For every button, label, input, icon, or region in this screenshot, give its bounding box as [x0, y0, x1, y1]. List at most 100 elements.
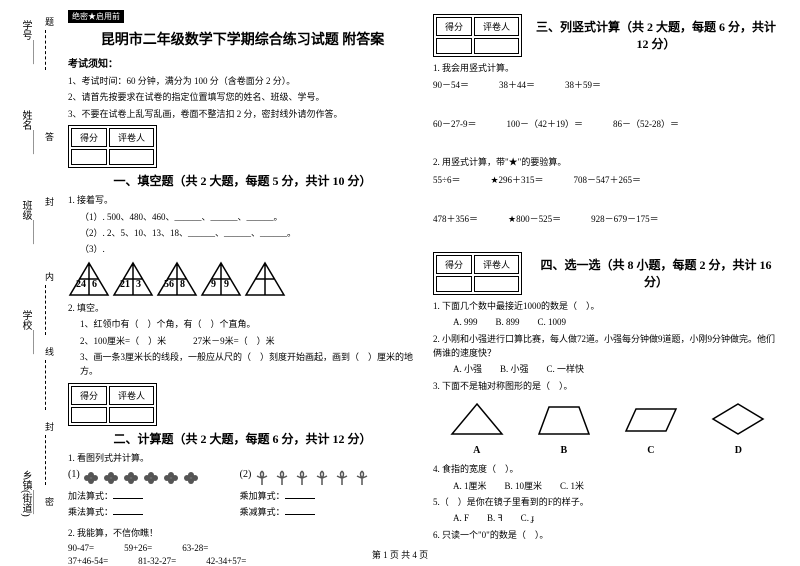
shape-trapezoid: [534, 399, 594, 439]
s4-q1: 1. 下面几个数中最接近1000的数是（ ）。: [433, 299, 782, 313]
triangle-3: 568: [156, 261, 198, 297]
flower-container: (1) 加法算式： 乘法算式： (2) 乘加算式： 乘减算式：: [68, 469, 417, 522]
binding-label-xuehao: 学号: [18, 20, 33, 40]
s3-q2: 2. 用竖式计算，带"★"的要验算。: [433, 155, 782, 169]
s4-q6: 6. 只读一个"0"的数是（ ）。: [433, 528, 782, 542]
dash-line: [45, 285, 46, 335]
calc: ★296＋315＝: [490, 173, 543, 186]
flower-icon: [162, 469, 180, 487]
grader-col: 评卷人: [474, 17, 519, 36]
flower-set-1: (1) 加法算式： 乘法算式：: [68, 469, 200, 522]
q2-stem: 2. 填空。: [68, 301, 417, 315]
grader-col: 评卷人: [109, 128, 154, 147]
flower-icon: [122, 469, 140, 487]
underline: ______: [32, 220, 41, 244]
seal-char: 线: [45, 345, 54, 358]
q1-l3: （3）.: [68, 242, 417, 256]
calc-row: 60－27-9＝100－（42＋19）＝86－（52-28）＝: [433, 117, 782, 130]
page-footer: 第 1 页 共 4 页: [372, 548, 428, 561]
dash-line: [45, 360, 46, 410]
calc: 38＋59＝: [565, 78, 601, 91]
confidential-stamp: 绝密★启用前: [68, 10, 124, 23]
opt-b: B: [560, 445, 567, 456]
blank: [285, 489, 315, 499]
grader-col: 评卷人: [109, 386, 154, 405]
score-table: 得分评卷人: [433, 252, 522, 295]
s3-q1: 1. 我会用竖式计算。: [433, 61, 782, 75]
calc: 478＋356＝: [433, 212, 478, 225]
score-table: 得分评卷人: [433, 14, 522, 57]
s4-q5: 5.（ ）是你在镜子里看到的F的样子。: [433, 495, 782, 509]
score-col: 得分: [71, 128, 107, 147]
seal-char: 封: [45, 195, 54, 208]
calc: 100－（42＋19）＝: [507, 117, 584, 130]
calc: 63-28=: [182, 543, 208, 553]
flower-icon: [82, 469, 100, 487]
s4-q2-opts: A. 小强 B. 小强 C. 一样快: [433, 362, 782, 376]
blank: [285, 505, 315, 515]
flower-icon: [102, 469, 120, 487]
left-column: 绝密★启用前 昆明市二年级数学下学期综合练习试题 附答案 考试须知： 1、考试时…: [60, 10, 425, 555]
q2-l2: 2、100厘米=（ ）米 27米－9米=（ ）米: [68, 334, 417, 348]
binding-label-xiangzhen: 乡镇(街道): [18, 470, 33, 517]
calc: 55÷6＝: [433, 173, 460, 186]
calc-row: 90－54＝38＋44＝38＋59＝: [433, 78, 782, 91]
binding-label-xuexiao: 学校: [18, 310, 33, 330]
calc: 59+26=: [124, 543, 152, 553]
calc-row: 55÷6＝★296＋315＝708－547＋265＝: [433, 173, 782, 186]
score-col: 得分: [71, 386, 107, 405]
shape-labels: A B C D: [433, 445, 782, 456]
section-2-head: 得分评卷人: [68, 383, 417, 426]
notice-header: 考试须知：: [68, 55, 417, 70]
group-label: (2): [240, 469, 252, 487]
section-3-head: 得分评卷人 三、列竖式计算（共 2 大题，每题 6 分，共计 12 分）: [433, 14, 782, 57]
flower-icon: [293, 469, 311, 487]
triangle-1: 246: [68, 261, 110, 297]
binding-label-banji: 班级: [18, 200, 33, 220]
calc: 60－27-9＝: [433, 117, 477, 130]
shape-triangle: [447, 399, 507, 439]
s2-q2: 2. 我能算，不信你瞧！: [68, 526, 417, 540]
q1-stem: 1. 接着写。: [68, 193, 417, 207]
s4-q4: 4. 食指的宽度（ ）。: [433, 462, 782, 476]
q2-l1: 1、红领巾有（ ）个角，有（ ）个直角。: [68, 317, 417, 331]
section-1-title: 一、填空题（共 2 大题，每题 5 分，共计 10 分）: [68, 172, 417, 189]
calc: 90-47=: [68, 543, 94, 553]
dash-line: [45, 435, 46, 485]
shape-diamond: [708, 399, 768, 439]
opt-c: C: [647, 445, 654, 456]
calc: 928－679－175＝: [591, 212, 659, 225]
flower-icon: [182, 469, 200, 487]
seal-char: 密: [45, 495, 54, 508]
add-label: 加法算式：: [68, 491, 113, 501]
s4-q5-opts: A. F B. ꟻ C. ɟ: [433, 511, 782, 525]
opt-a: A: [473, 445, 480, 456]
q1-l2: （2）. 2、5、10、13、18、______、______、______。: [68, 226, 417, 240]
triangle-row: 246 213 568 99: [68, 261, 417, 297]
notice-line: 2、请首先按要求在试卷的指定位置填写您的姓名、班级、学号。: [68, 90, 417, 104]
s4-q1-opts: A. 999 B. 899 C. 1009: [433, 315, 782, 329]
mul-add-label: 乘加算式：: [240, 491, 285, 501]
calc: 38＋44＝: [499, 78, 535, 91]
underline: ______: [32, 490, 41, 514]
section-4-title: 四、选一选（共 8 小题，每题 2 分，共计 16 分）: [530, 256, 782, 290]
score-table: 得分评卷人: [68, 383, 157, 426]
blank: [113, 505, 143, 515]
binding-label-xingming: 姓名: [18, 110, 33, 130]
underline: ______: [32, 130, 41, 154]
seal-char: 答: [45, 130, 54, 143]
calc-row: 478＋356＝ ★800－525＝ 928－679－175＝: [433, 212, 782, 225]
s4-q3: 3. 下面不是轴对称图形的是（ ）。: [433, 379, 782, 393]
notice-line: 3、不要在试卷上乱写乱画，卷面不整洁扣 2 分，密封线外请勿作答。: [68, 107, 417, 121]
score-col: 得分: [436, 17, 472, 36]
shape-parallelogram: [621, 399, 681, 439]
calc: ★800－525＝: [508, 212, 561, 225]
score-col: 得分: [436, 255, 472, 274]
opt-d: D: [735, 445, 742, 456]
seal-char: 内: [45, 270, 54, 283]
binding-column: 学号 姓名 班级 学校 乡镇(街道) ______ ______ ______ …: [0, 0, 55, 565]
seal-char: 封: [45, 420, 54, 433]
section-2-title: 二、计算题（共 2 大题，每题 6 分，共计 12 分）: [68, 430, 417, 447]
notice-line: 1、考试时间：60 分钟，满分为 100 分（含卷面分 2 分）。: [68, 74, 417, 88]
flower-icon: [333, 469, 351, 487]
